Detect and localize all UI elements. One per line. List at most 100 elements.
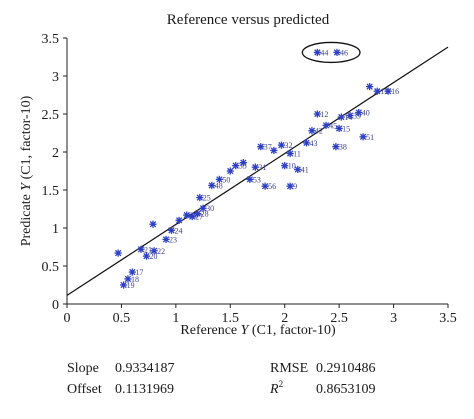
point-label: 41 <box>301 165 309 174</box>
point-label: 11 <box>293 150 301 159</box>
data-point <box>346 111 354 120</box>
data-point <box>194 209 202 218</box>
point-label: 45 <box>329 121 337 130</box>
x-tick-label: 0 <box>64 311 71 326</box>
x-tick-label: 3 <box>390 311 397 326</box>
y-ticks: 0 0.5 1 1.5 2 2.5 3 3.5 <box>42 32 67 313</box>
data-point <box>246 175 254 183</box>
y-tick-label: 2 <box>52 146 59 161</box>
point-label: 37 <box>264 143 272 152</box>
data-point <box>313 48 321 57</box>
fit-line <box>66 46 449 296</box>
data-point <box>137 245 145 253</box>
data-point <box>366 83 374 91</box>
y-tick-label: 2.5 <box>42 108 60 123</box>
data-point <box>251 163 259 171</box>
point-label: 22 <box>157 247 165 256</box>
data-point <box>196 194 204 202</box>
data-point <box>239 159 247 167</box>
data-point <box>313 110 321 118</box>
point-label: 30 <box>206 204 214 213</box>
point-label: 25 <box>203 194 211 203</box>
data-point <box>128 268 136 276</box>
x-tick-label: 2.5 <box>330 311 348 326</box>
rmse-label: RMSE <box>270 361 308 376</box>
point-label: 48 <box>215 181 223 190</box>
point-label: 18 <box>131 275 139 284</box>
point-label: 10 <box>288 162 296 171</box>
data-point <box>150 247 158 255</box>
y-tick-label: 0.5 <box>42 260 60 275</box>
r2-label: R2 <box>269 379 283 397</box>
data-point <box>188 213 196 221</box>
data-point <box>322 121 330 129</box>
point-label: 28 <box>201 210 209 219</box>
data-point <box>359 133 367 141</box>
data-point <box>355 108 363 117</box>
data-point <box>142 252 151 260</box>
data-point <box>114 249 122 257</box>
data-point <box>175 216 183 224</box>
slope-value: 0.9334187 <box>115 361 175 376</box>
data-point <box>162 235 170 243</box>
r2-value: 0.8653109 <box>316 382 376 397</box>
point-label: 15 <box>342 124 350 133</box>
point-label: 42 <box>315 127 323 136</box>
data-point <box>270 146 278 155</box>
data-point <box>149 220 157 228</box>
data-point <box>226 167 234 175</box>
highlight-ellipse <box>301 41 361 64</box>
data-point <box>124 275 132 283</box>
point-label: 39 <box>353 112 361 121</box>
offset-label: Offset <box>67 382 102 397</box>
data-point <box>261 182 269 190</box>
point-label: 23 <box>169 235 177 244</box>
point-label: 44 <box>320 48 328 57</box>
y-axis-title: Predicate Y (C1, factor-10) <box>19 95 34 246</box>
data-point <box>333 48 341 57</box>
x-ticks: 0 0.5 1 1.5 2 2.5 3 3.5 <box>64 304 457 326</box>
point-label: 46 <box>340 48 348 57</box>
data-point <box>199 204 207 212</box>
point-label: 19 <box>127 281 135 290</box>
point-label: 38 <box>339 143 347 152</box>
x-tick-label: 0.5 <box>113 311 131 326</box>
chart-title: Reference versus predicted <box>167 12 330 28</box>
fit-statistics: Slope 0.9334187 Offset 0.1131969 RMSE 0.… <box>67 361 376 397</box>
point-label: 53 <box>253 175 261 184</box>
y-tick-label: 3.5 <box>42 32 60 47</box>
point-label: 43 <box>309 139 317 148</box>
rmse-value: 0.2910486 <box>316 361 376 376</box>
data-point <box>281 162 289 170</box>
x-tick-label: 1 <box>172 311 179 326</box>
x-axis-title: Reference Y (C1, factor-10) <box>180 323 336 338</box>
point-label: 27 <box>195 213 203 222</box>
data-point <box>120 281 128 289</box>
point-label: 17 <box>135 268 143 277</box>
data-point <box>277 141 286 149</box>
point-label: 50 <box>222 175 230 184</box>
point-label: 40 <box>362 108 370 117</box>
data-point <box>183 211 191 219</box>
point-label: 24 <box>175 226 183 235</box>
data-point <box>335 124 343 133</box>
slope-label: Slope <box>67 361 99 376</box>
point-label: 32 <box>284 141 292 150</box>
plot-area: 0 0.5 1 1.5 2 2.5 3 3.5 0 0.5 1 1.5 2 2.5 3 3.5 191817… <box>42 32 457 326</box>
data-point <box>232 162 240 170</box>
data-point <box>208 181 216 190</box>
x-tick-label: 1.5 <box>222 311 240 326</box>
x-tick-label: 2 <box>281 311 288 326</box>
data-point <box>332 143 340 151</box>
y-tick-label: 1.5 <box>42 184 60 199</box>
offset-value: 0.1131969 <box>115 382 174 397</box>
point-label: 15 <box>380 87 388 96</box>
point-label: 56 <box>268 182 276 191</box>
data-point <box>286 182 294 190</box>
point-label: 21 <box>144 245 152 254</box>
data-point <box>302 139 311 147</box>
data-point <box>384 87 392 95</box>
point-label: 51 <box>366 133 374 142</box>
point-label: 12 <box>320 110 328 119</box>
